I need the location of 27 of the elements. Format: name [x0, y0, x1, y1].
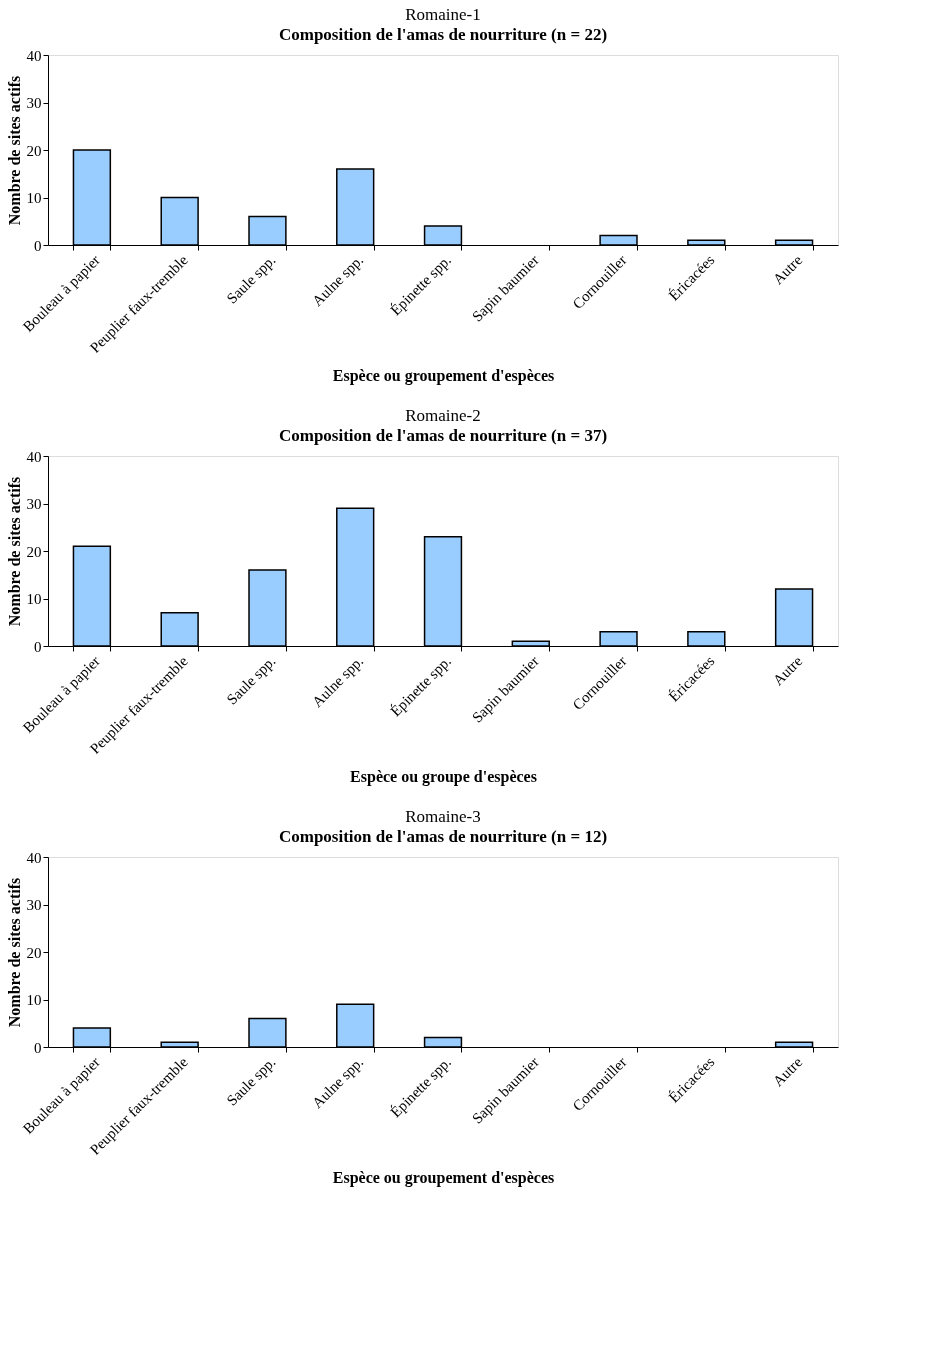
- y-axis-title: Nombre de sites actifs: [5, 476, 23, 627]
- chart-title: Romaine-2: [405, 406, 481, 425]
- y-tick-label: 0: [34, 237, 42, 254]
- y-tick-label: 0: [34, 1039, 42, 1056]
- chart-subtitle: Composition de l'amas de nourriture (n = 37): [278, 426, 608, 445]
- chart-subtitle: Composition de l'amas de nourriture (n = 22): [278, 25, 608, 44]
- chart-title: Romaine-3: [405, 807, 481, 826]
- chart-title: Romaine-1: [405, 5, 481, 24]
- y-tick-label: 20: [26, 944, 42, 961]
- y-tick-label: 20: [26, 543, 42, 560]
- x-axis-title: Espèce ou groupe d'espèces: [350, 767, 537, 786]
- y-axis-title: Nombre de sites actifs: [5, 877, 23, 1028]
- y-tick-label: 10: [26, 591, 42, 607]
- y-tick-label: 10: [26, 992, 42, 1008]
- y-tick-label: 0: [34, 638, 42, 655]
- x-axis-title: Espèce ou groupement d'espèces: [332, 366, 555, 385]
- y-tick-label: 40: [26, 47, 42, 64]
- chart-subtitle: Composition de l'amas de nourriture (n = 12): [278, 827, 608, 846]
- y-tick-label: 10: [26, 190, 42, 206]
- y-tick-label: 40: [26, 448, 42, 465]
- x-axis-title: Espèce ou groupement d'espèces: [332, 1168, 555, 1187]
- y-tick-label: 30: [26, 496, 42, 512]
- y-tick-label: 20: [26, 142, 42, 159]
- y-axis-title: Nombre de sites actifs: [5, 75, 23, 226]
- y-tick-label: 30: [26, 95, 42, 111]
- y-tick-label: 30: [26, 897, 42, 913]
- y-tick-label: 40: [26, 849, 42, 866]
